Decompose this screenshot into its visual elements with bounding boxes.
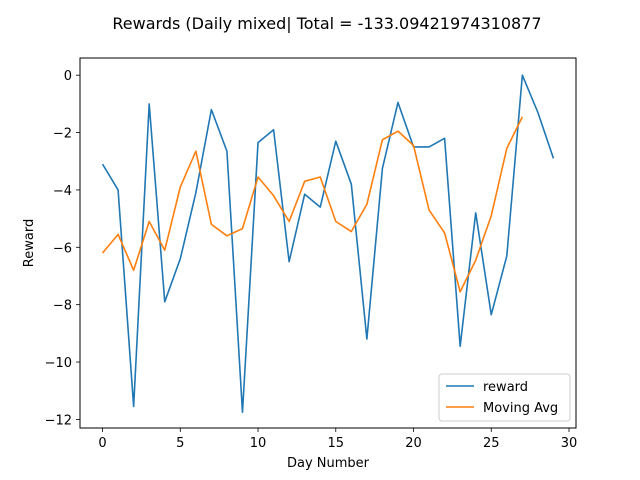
x-tick-label: 30 (561, 436, 578, 451)
x-tick-label: 0 (98, 436, 106, 451)
plot-area (80, 58, 576, 428)
y-tick-label: −12 (45, 413, 72, 428)
y-tick-label: −4 (53, 184, 72, 199)
y-axis-label: Reward (22, 219, 37, 267)
y-axis-ticks: 0 −2 −4 −6 −8 −10 −12 (45, 69, 80, 428)
chart-title: Rewards (Daily mixed| Total = -133.09421… (112, 14, 541, 33)
y-tick-label: −2 (53, 127, 72, 142)
x-tick-label: 15 (328, 436, 345, 451)
x-tick-label: 25 (483, 436, 500, 451)
series-lines (101, 74, 555, 414)
series-line-moving-avg (101, 116, 524, 293)
y-tick-label: −6 (53, 241, 72, 256)
x-tick-label: 10 (250, 436, 267, 451)
y-tick-label: −10 (45, 356, 72, 371)
x-axis-label: Day Number (287, 456, 370, 471)
y-tick-label: 0 (64, 69, 72, 84)
series-line-reward (101, 74, 555, 414)
plot-frame (79, 57, 577, 429)
x-tick-label: 5 (176, 436, 184, 451)
y-tick-label: −8 (53, 299, 72, 314)
x-tick-label: 20 (405, 436, 422, 451)
legend-label-moving-avg: Moving Avg (483, 401, 558, 416)
legend-label-reward: reward (483, 380, 528, 395)
legend: reward Moving Avg (438, 373, 571, 422)
x-axis-ticks: 0 5 10 15 20 25 30 (98, 428, 577, 451)
